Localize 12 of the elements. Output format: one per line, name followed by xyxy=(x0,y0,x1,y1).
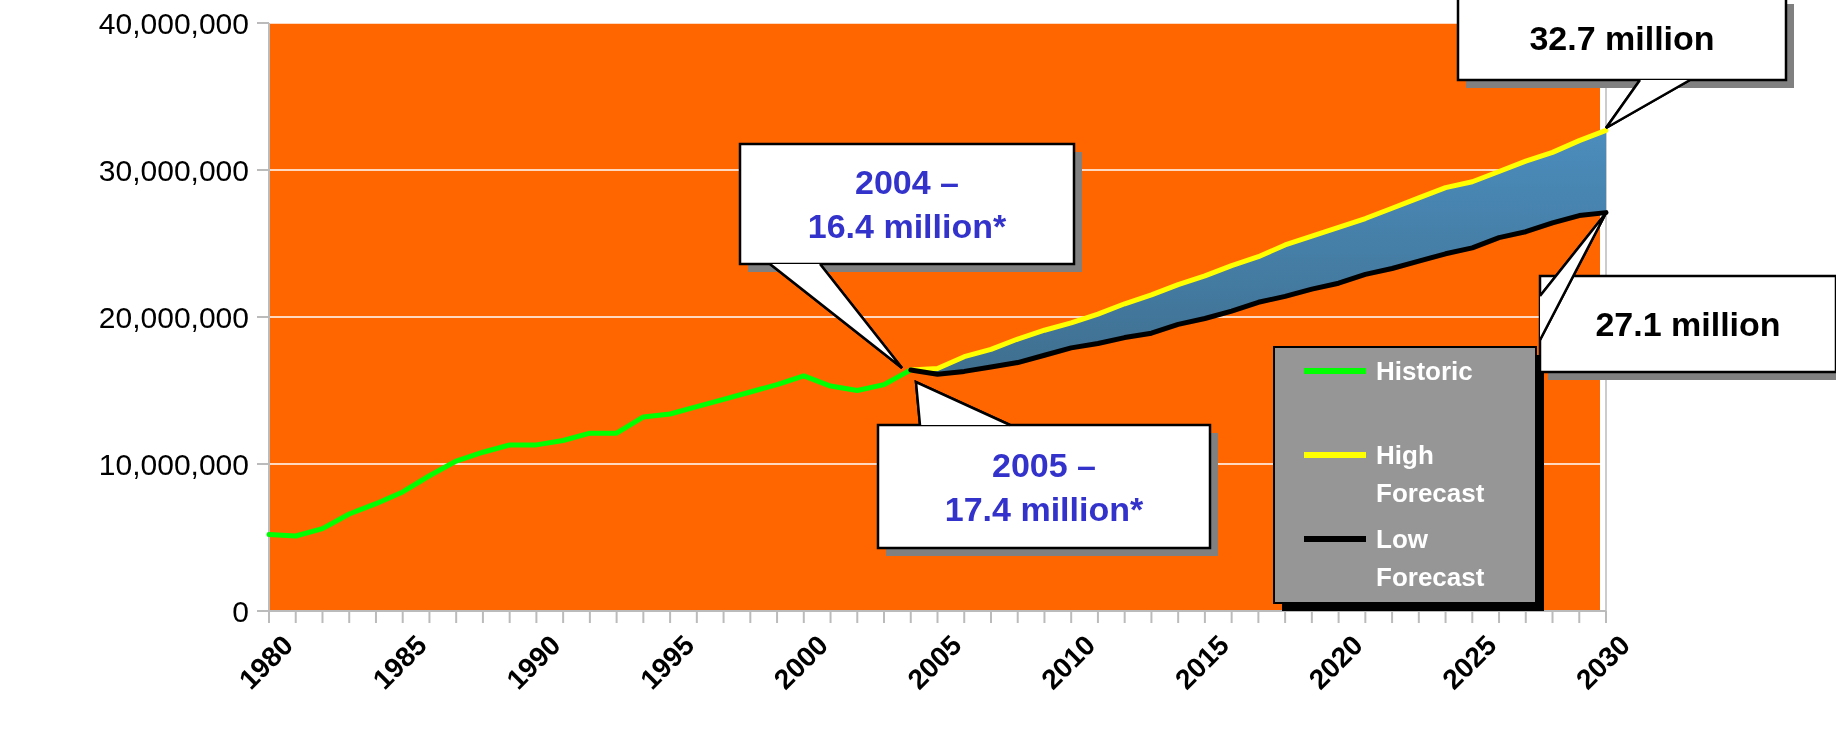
legend-label: Historic xyxy=(1376,356,1473,386)
y-tick-label: 40,000,000 xyxy=(98,6,249,40)
y-tick-label: 20,000,000 xyxy=(98,300,249,334)
legend-label: Low Forecast xyxy=(1376,524,1485,592)
annotation: 27.1 million xyxy=(1595,305,1781,343)
y-tick-label: 30,000,000 xyxy=(98,153,249,187)
y-tick-label: 0 xyxy=(232,594,249,628)
legend-label: High Forecast xyxy=(1376,440,1485,508)
annotation: 32.7 million xyxy=(1529,19,1715,57)
annotation: 2004 – 16.4 million* xyxy=(807,163,1007,245)
y-tick-label: 10,000,000 xyxy=(98,447,249,481)
annotation: 2005 – 17.4 million* xyxy=(944,445,1144,528)
